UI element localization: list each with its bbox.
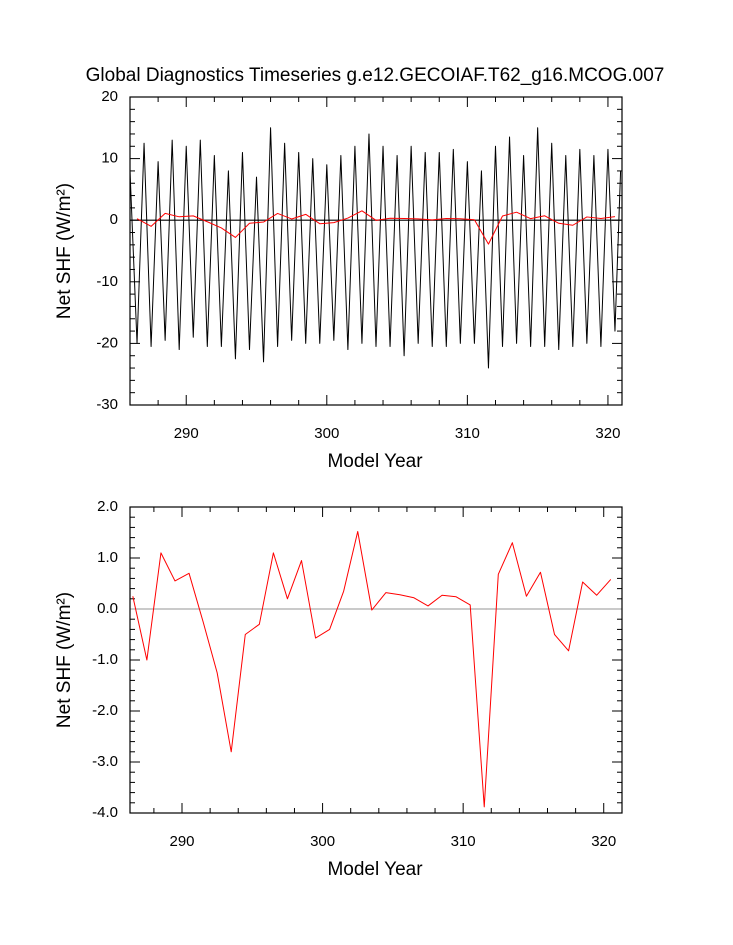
x-tick-label: 320 <box>595 425 620 442</box>
y-tick-label: 1.0 <box>97 549 118 566</box>
x-tick-label: 320 <box>591 833 616 850</box>
x-tick-label: 310 <box>455 425 480 442</box>
y-tick-label: 0 <box>110 211 118 228</box>
x-tick-label: 300 <box>310 833 335 850</box>
series-line <box>136 210 616 245</box>
y-tick-label: -3.0 <box>92 753 118 770</box>
plot-frame <box>129 96 623 406</box>
x-tick-label: 290 <box>169 833 194 850</box>
chart-title: Global Diagnostics Timeseries g.e12.GECO… <box>86 65 665 86</box>
plot-frame <box>129 506 623 814</box>
y-tick-label: -30 <box>96 396 118 413</box>
y-tick-label: 2.0 <box>97 498 118 515</box>
y-tick-label: -10 <box>96 273 118 290</box>
y-tick-label: -20 <box>96 334 118 351</box>
x-tick-label: 290 <box>174 425 199 442</box>
x-axis-label: Model Year <box>327 451 423 472</box>
y-tick-label: -4.0 <box>92 804 118 821</box>
y-tick-label: 0.0 <box>97 600 118 617</box>
x-axis-label: Model Year <box>327 859 423 880</box>
series-line <box>129 127 622 369</box>
series-line <box>132 530 612 808</box>
x-tick-label: 300 <box>314 425 339 442</box>
y-axis-label: Net SHF (W/m²) <box>54 592 75 728</box>
y-tick-label: -2.0 <box>92 702 118 719</box>
x-tick-label: 310 <box>451 833 476 850</box>
y-tick-label: -1.0 <box>92 651 118 668</box>
y-tick-label: 10 <box>101 150 118 167</box>
y-axis-label: Net SHF (W/m²) <box>54 183 75 319</box>
y-tick-label: 20 <box>101 88 118 105</box>
